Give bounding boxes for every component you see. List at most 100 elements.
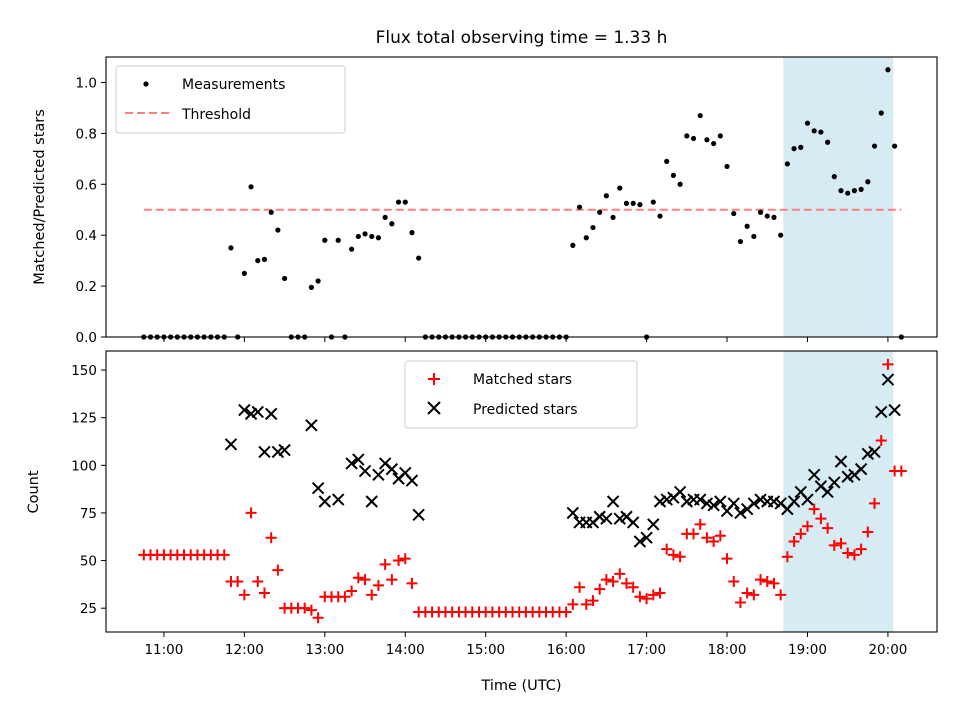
predicted-star-point	[875, 405, 888, 419]
matched-star-point	[218, 549, 230, 561]
matched-star-point	[245, 507, 257, 519]
predicted-star-point	[647, 518, 660, 531]
top-legend: Measurements Threshold	[115, 65, 346, 134]
measurement-point	[804, 120, 811, 126]
bottom-legend: Matched stars Predicted stars	[404, 360, 638, 429]
measurement-point	[784, 161, 790, 167]
matched-star-point	[748, 589, 760, 601]
measurement-point	[389, 221, 395, 227]
measurement-point	[322, 237, 328, 243]
measurement-point	[241, 270, 247, 276]
matched-star-point	[272, 564, 284, 576]
matched-star-point	[775, 589, 787, 601]
matched-star-point	[607, 576, 619, 588]
measurement-point	[617, 185, 623, 191]
predicted-star-point	[801, 493, 814, 506]
measurement-point	[824, 139, 831, 145]
top-panel: 0.0 0.2 0.4 0.6 0.8 1.0 Matched/Predicted sta…	[32, 56, 938, 346]
predicted-star-point	[345, 457, 358, 470]
predicted-star-point	[405, 474, 419, 487]
matched-star-point	[594, 583, 606, 595]
predicted-star-point	[868, 445, 881, 459]
measurement-point	[677, 181, 683, 187]
matched-star-point	[587, 595, 599, 607]
x-tick-label: 19:00	[788, 642, 827, 658]
matched-star-point	[714, 530, 726, 542]
legend-predicted-marker	[427, 401, 441, 415]
measurement-point	[664, 158, 670, 164]
predicted-star-point	[278, 443, 291, 457]
matched-star-point	[761, 576, 773, 588]
measurement-point	[892, 143, 898, 149]
predicted-star-point	[854, 462, 868, 476]
measurement-point	[268, 209, 274, 215]
legend-predicted-label: Predicted stars	[473, 402, 578, 418]
matched-star-point	[252, 576, 264, 588]
matched-star-point	[299, 602, 311, 614]
matched-star-point	[366, 589, 378, 601]
predicted-star-point	[694, 493, 707, 506]
measurement-point	[845, 190, 851, 196]
legend-measurements-marker	[143, 81, 149, 87]
matched-star-point	[567, 598, 579, 610]
y-tick-label: 150	[71, 363, 97, 379]
measurement-point	[308, 284, 315, 290]
matched-star-point	[406, 577, 418, 589]
matched-star-point	[614, 568, 626, 580]
x-tick-label: 18:00	[708, 642, 747, 658]
predicted-star-point	[834, 455, 848, 468]
matched-star-point	[815, 513, 827, 525]
measurement-point	[637, 202, 643, 208]
measurement-point	[818, 129, 824, 135]
measurement-point	[349, 246, 355, 252]
y-tick-label: 0.4	[76, 228, 97, 244]
predicted-star-point	[707, 499, 720, 512]
matched-star-point	[352, 572, 364, 584]
measurement-point	[885, 67, 891, 73]
predicted-star-point	[311, 481, 325, 495]
predicted-star-point	[332, 493, 345, 506]
measurement-point	[395, 199, 402, 205]
predicted-star-point	[385, 462, 399, 476]
measurement-point	[623, 200, 630, 206]
predicted-star-point	[600, 512, 613, 525]
matched-star-point	[359, 574, 371, 586]
matched-star-point	[647, 589, 659, 601]
matched-star-point	[768, 577, 780, 589]
y-tick-label: 0.0	[76, 330, 97, 346]
measurement-point	[811, 128, 817, 134]
measurement-point	[865, 179, 871, 185]
y-tick-label: 50	[80, 554, 97, 570]
matched-star-point	[372, 579, 384, 591]
measurement-points	[141, 67, 904, 340]
matched-star-point	[232, 576, 244, 588]
measurement-point	[851, 188, 858, 194]
measurement-point	[764, 213, 770, 219]
matched-star-point	[346, 585, 358, 597]
matched-star-point	[634, 591, 646, 603]
measurement-point	[362, 231, 368, 237]
measurement-point	[778, 232, 784, 238]
measurement-point	[751, 233, 757, 240]
matched-star-point	[265, 532, 277, 544]
matched-star-point	[895, 465, 907, 477]
predicted-star-point	[264, 407, 278, 421]
measurement-point	[697, 112, 703, 119]
matched-star-point	[801, 520, 813, 532]
predicted-star-point	[372, 468, 385, 482]
x-tick-label: 16:00	[547, 642, 586, 658]
y-tick-label: 25	[80, 601, 97, 617]
x-tick-label: 13:00	[305, 642, 344, 658]
matched-star-point	[386, 574, 398, 586]
predicted-star-point	[747, 497, 761, 510]
matched-star-point	[305, 604, 317, 616]
matched-star-point	[882, 358, 894, 370]
predicted-star-point	[787, 495, 801, 508]
matched-star-point	[741, 587, 753, 599]
matched-star-point	[674, 551, 686, 563]
predicted-star-point	[888, 403, 901, 417]
measurement-point	[798, 144, 804, 150]
matched-star-point	[842, 547, 854, 559]
matched-star-point	[688, 528, 700, 540]
predicted-star-point	[626, 516, 640, 529]
